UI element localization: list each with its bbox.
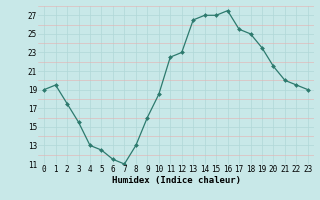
X-axis label: Humidex (Indice chaleur): Humidex (Indice chaleur)	[111, 176, 241, 185]
